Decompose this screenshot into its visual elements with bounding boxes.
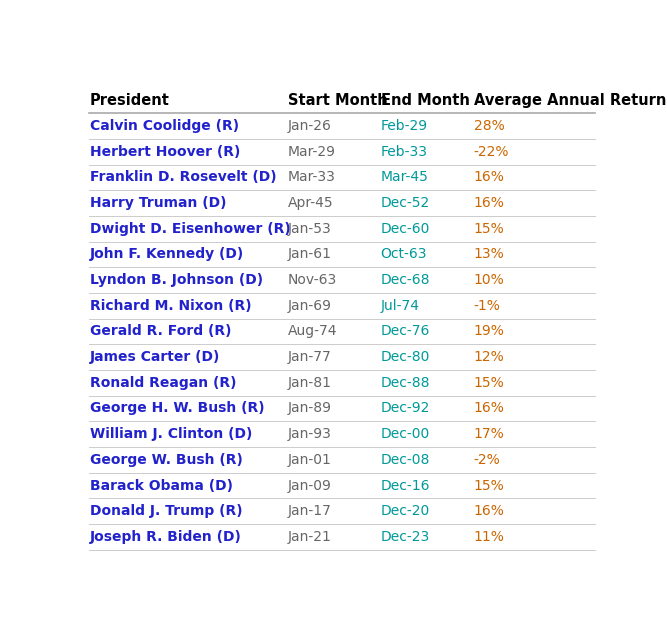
Text: 15%: 15% — [474, 376, 504, 390]
Text: Richard M. Nixon (R): Richard M. Nixon (R) — [89, 299, 251, 313]
Text: 16%: 16% — [474, 401, 504, 416]
Text: Jan-53: Jan-53 — [287, 222, 331, 236]
Text: Dec-76: Dec-76 — [381, 325, 430, 338]
Text: Jan-89: Jan-89 — [287, 401, 331, 416]
Text: -1%: -1% — [474, 299, 500, 313]
Text: Harry Truman (D): Harry Truman (D) — [89, 196, 226, 210]
Text: Feb-33: Feb-33 — [381, 145, 428, 159]
Text: James Carter (D): James Carter (D) — [89, 350, 220, 364]
Text: Nov-63: Nov-63 — [287, 273, 337, 287]
Text: Jan-01: Jan-01 — [287, 453, 331, 467]
Text: Herbert Hoover (R): Herbert Hoover (R) — [89, 145, 240, 159]
Text: Dwight D. Eisenhower (R): Dwight D. Eisenhower (R) — [89, 222, 290, 236]
Text: Dec-23: Dec-23 — [381, 530, 430, 544]
Text: 28%: 28% — [474, 119, 504, 133]
Text: Jan-93: Jan-93 — [287, 427, 331, 441]
Text: 17%: 17% — [474, 427, 504, 441]
Text: Start Month: Start Month — [287, 93, 388, 108]
Text: Jan-81: Jan-81 — [287, 376, 331, 390]
Text: John F. Kennedy (D): John F. Kennedy (D) — [89, 247, 244, 262]
Text: Jan-61: Jan-61 — [287, 247, 331, 262]
Text: Dec-92: Dec-92 — [381, 401, 430, 416]
Text: Mar-33: Mar-33 — [287, 170, 336, 184]
Text: Mar-45: Mar-45 — [381, 170, 428, 184]
Text: 16%: 16% — [474, 170, 504, 184]
Text: 15%: 15% — [474, 222, 504, 236]
Text: 16%: 16% — [474, 196, 504, 210]
Text: End Month: End Month — [381, 93, 470, 108]
Text: Dec-16: Dec-16 — [381, 479, 430, 493]
Text: Dec-60: Dec-60 — [381, 222, 430, 236]
Text: Ronald Reagan (R): Ronald Reagan (R) — [89, 376, 236, 390]
Text: Dec-52: Dec-52 — [381, 196, 430, 210]
Text: -22%: -22% — [474, 145, 509, 159]
Text: Dec-80: Dec-80 — [381, 350, 430, 364]
Text: Franklin D. Rosevelt (D): Franklin D. Rosevelt (D) — [89, 170, 276, 184]
Text: 16%: 16% — [474, 504, 504, 518]
Text: Calvin Coolidge (R): Calvin Coolidge (R) — [89, 119, 239, 133]
Text: Dec-20: Dec-20 — [381, 504, 430, 518]
Text: Feb-29: Feb-29 — [381, 119, 428, 133]
Text: Dec-88: Dec-88 — [381, 376, 430, 390]
Text: Jul-74: Jul-74 — [381, 299, 420, 313]
Text: 15%: 15% — [474, 479, 504, 493]
Text: William J. Clinton (D): William J. Clinton (D) — [89, 427, 252, 441]
Text: Donald J. Trump (R): Donald J. Trump (R) — [89, 504, 242, 518]
Text: Jan-21: Jan-21 — [287, 530, 331, 544]
Text: -2%: -2% — [474, 453, 500, 467]
Text: Lyndon B. Johnson (D): Lyndon B. Johnson (D) — [89, 273, 263, 287]
Text: Barack Obama (D): Barack Obama (D) — [89, 479, 233, 493]
Text: President: President — [89, 93, 169, 108]
Text: 13%: 13% — [474, 247, 504, 262]
Text: George W. Bush (R): George W. Bush (R) — [89, 453, 242, 467]
Text: Aug-74: Aug-74 — [287, 325, 337, 338]
Text: Average Annual Return: Average Annual Return — [474, 93, 666, 108]
Text: Gerald R. Ford (R): Gerald R. Ford (R) — [89, 325, 231, 338]
Text: 19%: 19% — [474, 325, 504, 338]
Text: Jan-77: Jan-77 — [287, 350, 331, 364]
Text: Oct-63: Oct-63 — [381, 247, 427, 262]
Text: Dec-68: Dec-68 — [381, 273, 430, 287]
Text: 10%: 10% — [474, 273, 504, 287]
Text: Joseph R. Biden (D): Joseph R. Biden (D) — [89, 530, 241, 544]
Text: Jan-69: Jan-69 — [287, 299, 331, 313]
Text: 12%: 12% — [474, 350, 504, 364]
Text: 11%: 11% — [474, 530, 504, 544]
Text: George H. W. Bush (R): George H. W. Bush (R) — [89, 401, 264, 416]
Text: Dec-00: Dec-00 — [381, 427, 430, 441]
Text: Mar-29: Mar-29 — [287, 145, 336, 159]
Text: Jan-17: Jan-17 — [287, 504, 331, 518]
Text: Jan-26: Jan-26 — [287, 119, 331, 133]
Text: Dec-08: Dec-08 — [381, 453, 430, 467]
Text: Jan-09: Jan-09 — [287, 479, 331, 493]
Text: Apr-45: Apr-45 — [287, 196, 334, 210]
